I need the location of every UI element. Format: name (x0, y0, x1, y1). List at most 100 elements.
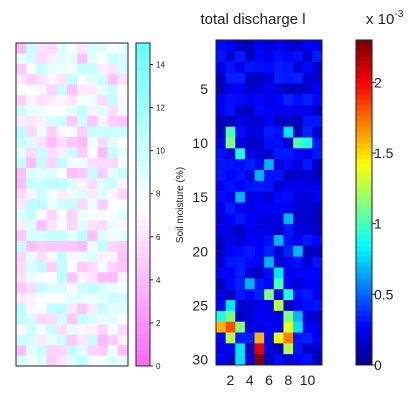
y-tick-label: 20 (192, 243, 208, 259)
discharge-cell (254, 191, 265, 203)
y-tick-label: 15 (192, 189, 208, 205)
discharge-cell (312, 126, 323, 138)
discharge-cell (235, 256, 246, 268)
discharge-cell (225, 289, 236, 301)
soil-moisture-cell (56, 230, 68, 242)
soil-moisture-cell (36, 95, 47, 106)
colorbar-segment (136, 231, 150, 238)
colorbar-segment (356, 262, 372, 268)
discharge-cell (216, 72, 226, 84)
soil-moisture-cell (16, 84, 27, 96)
discharge-cell (254, 300, 265, 312)
discharge-cell (225, 224, 236, 236)
x-tick-label: 4 (246, 372, 254, 388)
soil-moisture-cell (26, 324, 37, 336)
discharge-cell (225, 267, 236, 279)
discharge-cell (273, 245, 284, 257)
soil-moisture-cell (87, 293, 98, 304)
discharge-cell (264, 202, 275, 214)
colorbar-tick-label: 1.5 (374, 145, 394, 161)
discharge-cell (283, 50, 294, 62)
colorbar-segment (136, 317, 150, 324)
soil-moisture-cell (87, 126, 98, 138)
soil-moisture-cell (16, 272, 27, 283)
discharge-cell (293, 83, 304, 95)
discharge-cell (225, 148, 236, 160)
discharge-cell (225, 61, 236, 73)
soil-moisture-cell (56, 251, 68, 263)
discharge-cell (225, 321, 236, 333)
discharge-cell (216, 354, 226, 366)
discharge-cell (283, 40, 294, 52)
discharge-cell (273, 343, 284, 355)
soil-moisture-cell (66, 136, 78, 148)
discharge-cell (244, 170, 255, 182)
soil-moisture-cell (46, 63, 58, 75)
colorbar-segment (136, 48, 150, 55)
soil-moisture-cell (66, 324, 78, 336)
discharge-cell (293, 343, 304, 355)
soil-moisture-cell (66, 220, 78, 231)
soil-moisture-cell (36, 115, 47, 127)
soil-moisture-cell (66, 355, 78, 367)
soil-moisture-cell (87, 84, 98, 96)
soil-moisture-cell (77, 282, 88, 294)
soil-moisture-cell (46, 136, 58, 148)
discharge-cell (283, 148, 294, 160)
soil-moisture-cell (107, 136, 119, 148)
discharge-cell (273, 61, 284, 73)
discharge-cell (312, 321, 323, 333)
discharge-cell (244, 72, 255, 84)
discharge-cell (312, 202, 323, 214)
discharge-cell (273, 224, 284, 236)
discharge-cell (225, 354, 236, 366)
discharge-cell (312, 300, 323, 312)
discharge-cell (225, 278, 236, 290)
discharge-cell (216, 94, 226, 106)
discharge-cell (293, 256, 304, 268)
soil-moisture-cell (97, 147, 108, 158)
soil-moisture-cell (97, 178, 108, 190)
colorbar-segment (356, 359, 372, 366)
soil-moisture-cell (117, 199, 129, 211)
soil-moisture-cell (46, 95, 58, 106)
discharge-cell (264, 137, 275, 149)
soil-moisture-cell (117, 334, 129, 346)
soil-moisture-cell (16, 303, 27, 315)
soil-moisture-cell (56, 303, 68, 315)
soil-moisture-cell (26, 303, 37, 315)
discharge-cell (254, 256, 265, 268)
soil-moisture-cell (46, 147, 58, 158)
soil-moisture-cell (36, 240, 47, 252)
discharge-cell (264, 224, 275, 236)
soil-moisture-cell (56, 157, 68, 169)
discharge-cell (216, 289, 226, 301)
discharge-cell (312, 83, 323, 95)
soil-moisture-cell (77, 63, 88, 75)
discharge-cell (235, 126, 246, 138)
colorbar-segment (136, 80, 150, 87)
soil-moisture-cell (66, 334, 78, 346)
soil-moisture-cell (117, 126, 129, 138)
colorbar-segment (356, 218, 372, 225)
discharge-cell (273, 83, 284, 95)
soil-moisture-cell (56, 345, 68, 356)
soil-moisture-cell (46, 126, 58, 138)
discharge-cell (293, 300, 304, 312)
soil-moisture-cell (77, 84, 88, 96)
soil-moisture-cell (16, 230, 27, 242)
soil-moisture-cell (87, 105, 98, 117)
discharge-cell (235, 213, 246, 225)
discharge-cell (312, 310, 323, 322)
soil-moisture-cell (16, 199, 27, 211)
discharge-cell (235, 159, 246, 171)
discharge-cell (283, 245, 294, 257)
x-tick-label: 2 (227, 372, 235, 388)
soil-moisture-cell (87, 136, 98, 148)
soil-moisture-cell (16, 136, 27, 148)
soil-moisture-cell (26, 136, 37, 148)
soil-moisture-cell (117, 324, 129, 336)
exponent-power: -3 (394, 9, 403, 20)
colorbar-segment (136, 220, 150, 227)
soil-moisture-cell (87, 345, 98, 356)
